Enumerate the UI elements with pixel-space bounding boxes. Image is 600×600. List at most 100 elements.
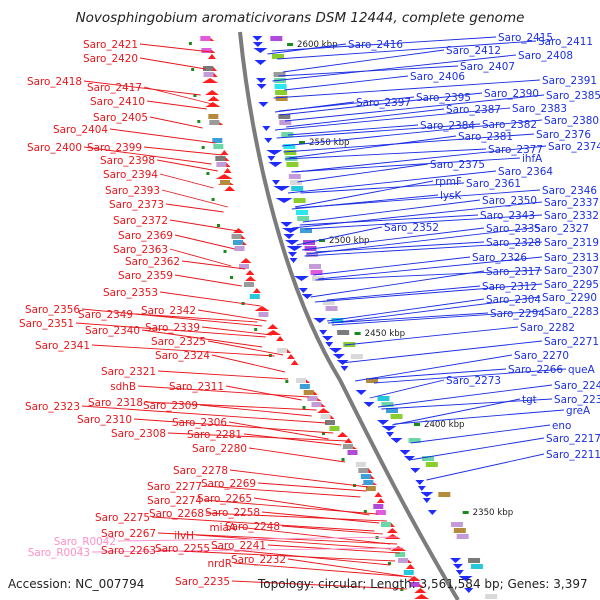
- gene-label[interactable]: Saro_2241: [211, 540, 266, 552]
- gene-label[interactable]: Saro_2352: [384, 222, 439, 234]
- gene-label[interactable]: Saro_2295: [544, 279, 599, 291]
- gene-label[interactable]: Saro_2265: [197, 493, 252, 505]
- gene-label[interactable]: Saro_2350: [482, 195, 537, 207]
- gene-label[interactable]: Saro_2416: [348, 39, 403, 51]
- gene-label[interactable]: Saro_2343: [480, 210, 535, 222]
- gene-label[interactable]: Saro_2323: [25, 401, 80, 413]
- gene-label[interactable]: Saro_2326: [472, 252, 527, 264]
- gene-label[interactable]: Saro_2408: [518, 50, 573, 62]
- gene-label[interactable]: Saro_2377: [488, 144, 543, 156]
- gene-label[interactable]: Saro_2410: [90, 96, 145, 108]
- gene-label[interactable]: Saro_2340: [85, 325, 140, 337]
- gene-label[interactable]: Saro_2335: [486, 223, 541, 235]
- gene-label[interactable]: Saro_2275: [95, 512, 150, 524]
- gene-label[interactable]: tgt: [522, 394, 537, 406]
- gene-label[interactable]: Saro_2235: [175, 576, 230, 588]
- gene-label[interactable]: Saro_2232: [231, 554, 286, 566]
- gene-label[interactable]: Saro_2255: [155, 543, 210, 555]
- gene-label[interactable]: Saro_2319: [544, 237, 599, 249]
- gene-label[interactable]: Saro_2369: [118, 230, 173, 242]
- gene-label[interactable]: Saro_2364: [498, 166, 553, 178]
- gene-label[interactable]: Saro_2420: [83, 53, 138, 65]
- gene-label[interactable]: Saro_2415: [498, 32, 553, 44]
- gene-label[interactable]: Saro_2406: [410, 71, 465, 83]
- gene-label[interactable]: Saro_2411: [538, 36, 593, 48]
- rna-label[interactable]: Saro_R0043: [28, 547, 90, 559]
- gene-label[interactable]: Saro_2277: [147, 481, 202, 493]
- gene-label[interactable]: ilvH: [174, 530, 194, 542]
- gene-label[interactable]: Saro_2282: [520, 322, 575, 334]
- gene-label[interactable]: eno: [552, 420, 571, 432]
- gene-label[interactable]: Saro_2266: [508, 364, 563, 376]
- gene-label[interactable]: Saro_2304: [486, 294, 541, 306]
- gene-label[interactable]: Saro_2283: [544, 306, 599, 318]
- gene-label[interactable]: Saro_2404: [53, 124, 108, 136]
- gene-label[interactable]: Saro_2391: [542, 75, 597, 87]
- gene-label[interactable]: Saro_2399: [87, 142, 142, 154]
- gene-label[interactable]: Saro_2278: [173, 465, 228, 477]
- gene-label[interactable]: queA: [568, 364, 596, 376]
- gene-label[interactable]: Saro_2405: [93, 112, 148, 124]
- gene-label[interactable]: miaA: [210, 522, 237, 534]
- gene-label[interactable]: Saro_2395: [416, 92, 471, 104]
- gene-label[interactable]: greA: [566, 405, 591, 417]
- gene-label[interactable]: Saro_2381: [458, 131, 513, 143]
- gene-label[interactable]: Saro_2346: [542, 185, 597, 197]
- gene-label[interactable]: Saro_2421: [83, 39, 138, 51]
- gene-label[interactable]: Saro_2263: [101, 545, 156, 557]
- gene-label[interactable]: Saro_2363: [113, 244, 168, 256]
- gene-label[interactable]: Saro_2382: [482, 119, 537, 131]
- gene-label[interactable]: Saro_2325: [151, 336, 206, 348]
- gene-label[interactable]: ihfA: [522, 153, 543, 165]
- gene-label[interactable]: Saro_2380: [544, 115, 599, 127]
- gene-label[interactable]: Saro_2393: [105, 185, 160, 197]
- gene-label[interactable]: Saro_2359: [118, 270, 173, 282]
- gene-label[interactable]: Saro_2313: [544, 252, 599, 264]
- gene-label[interactable]: Saro_2407: [460, 61, 515, 73]
- gene-label[interactable]: Saro_2362: [125, 256, 180, 268]
- gene-label[interactable]: Saro_2349: [78, 309, 133, 321]
- gene-label[interactable]: Saro_2309: [143, 400, 198, 412]
- gene-label[interactable]: Saro_2267: [101, 528, 156, 540]
- gene-label[interactable]: Saro_2375: [430, 159, 485, 171]
- gene-label[interactable]: Saro_2356: [25, 304, 80, 316]
- gene-label[interactable]: Saro_2258: [205, 507, 260, 519]
- gene-label[interactable]: Saro_2332: [544, 210, 599, 222]
- gene-label[interactable]: Saro_2337: [544, 197, 599, 209]
- gene-label[interactable]: Saro_2290: [542, 292, 597, 304]
- gene-label[interactable]: Saro_2376: [536, 129, 591, 141]
- gene-label[interactable]: Saro_2308: [111, 428, 166, 440]
- gene-label[interactable]: Saro_2390: [484, 88, 539, 100]
- gene-label[interactable]: Saro_2339: [145, 322, 200, 334]
- gene-label[interactable]: Saro_2387: [446, 104, 501, 116]
- gene-label[interactable]: Saro_2268: [149, 508, 204, 520]
- gene-label[interactable]: Saro_2248: [225, 521, 280, 533]
- gene-label[interactable]: Saro_2397: [356, 97, 411, 109]
- gene-label[interactable]: Saro_2249: [554, 380, 600, 392]
- gene-label[interactable]: Saro_2372: [113, 215, 168, 227]
- gene-label[interactable]: Saro_2312: [482, 281, 537, 293]
- gene-label[interactable]: Saro_2274: [147, 495, 202, 507]
- gene-label[interactable]: Saro_2294: [490, 308, 545, 320]
- gene-label[interactable]: nrdR: [208, 558, 233, 570]
- gene-label[interactable]: Saro_2398: [100, 155, 155, 167]
- gene-label[interactable]: rpmF: [435, 176, 462, 188]
- gene-label[interactable]: Saro_2211: [546, 449, 600, 461]
- gene-label[interactable]: Saro_2341: [35, 340, 90, 352]
- gene-label[interactable]: Saro_2351: [19, 318, 74, 330]
- gene-label[interactable]: Saro_2353: [103, 287, 158, 299]
- rna-label[interactable]: Saro_R0042: [54, 536, 116, 548]
- gene-label[interactable]: Saro_2383: [512, 103, 567, 115]
- gene-label[interactable]: Saro_2361: [466, 178, 521, 190]
- gene-label[interactable]: lysK: [440, 190, 462, 202]
- gene-label[interactable]: Saro_2317: [486, 266, 541, 278]
- gene-label[interactable]: Saro_2311: [169, 381, 224, 393]
- gene-label[interactable]: Saro_2237: [554, 394, 600, 406]
- gene-label[interactable]: Saro_2418: [27, 76, 82, 88]
- gene-label[interactable]: Saro_2394: [103, 169, 158, 181]
- gene-label[interactable]: sdhB: [110, 381, 136, 393]
- gene-label[interactable]: Saro_2307: [544, 265, 599, 277]
- gene-label[interactable]: Saro_2327: [534, 223, 589, 235]
- gene-label[interactable]: Saro_2310: [77, 414, 132, 426]
- gene-label[interactable]: Saro_2384: [420, 120, 475, 132]
